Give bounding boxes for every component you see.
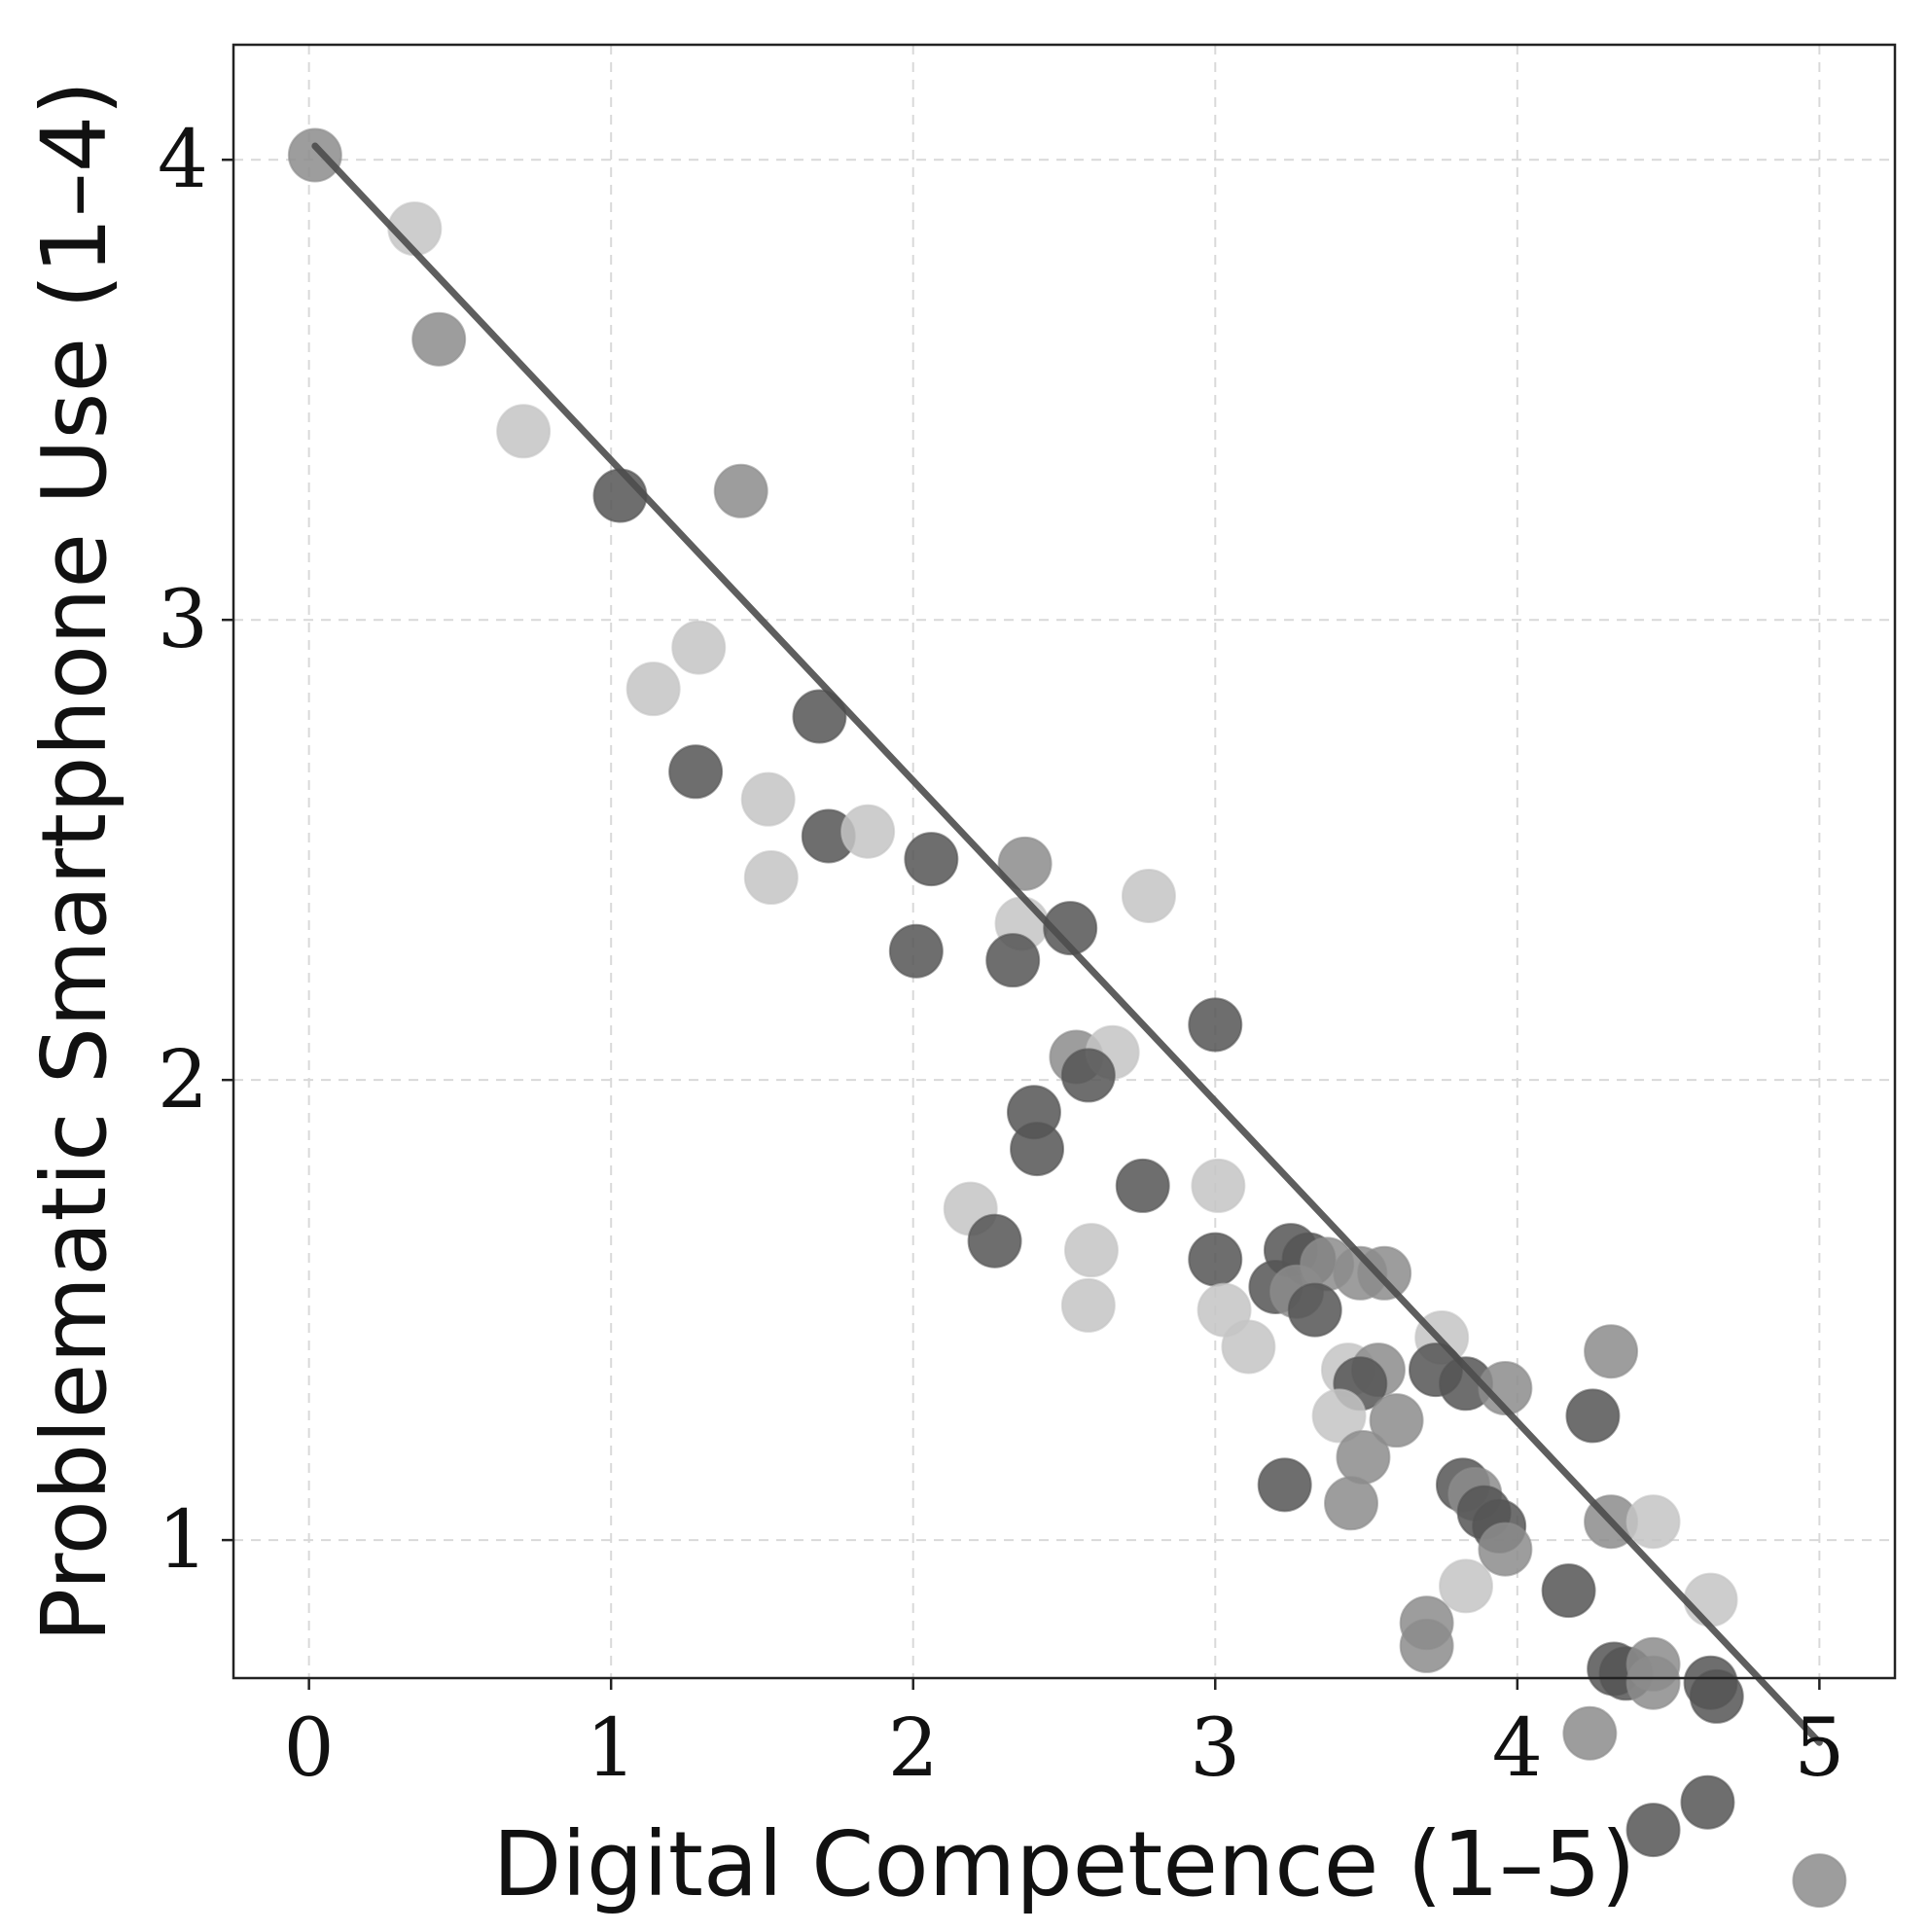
y-tick-label: 2	[158, 1034, 208, 1127]
x-axis-label: Digital Competence (1–5)	[492, 1812, 1635, 1916]
scatter-point	[985, 933, 1041, 988]
scatter-point	[997, 836, 1053, 891]
scatter-point	[1311, 1388, 1367, 1444]
gridlines	[233, 45, 1895, 1678]
scatter-point	[743, 850, 799, 906]
scatter-point	[1562, 1705, 1618, 1761]
scatter-point	[1188, 997, 1243, 1053]
scatter-point	[1287, 1282, 1342, 1338]
scatter-point	[1689, 1668, 1744, 1724]
scatter-point	[625, 662, 681, 717]
trend-line-group	[311, 142, 1823, 1746]
scatter-point	[888, 923, 944, 979]
scatter-point	[1115, 1158, 1170, 1213]
x-tick-label: 2	[888, 1702, 939, 1795]
scatter-point	[1121, 868, 1176, 923]
scatter-point	[1188, 1232, 1243, 1287]
scatter-point	[1541, 1563, 1596, 1619]
data-points	[287, 127, 1847, 1909]
x-tick-label: 1	[586, 1702, 636, 1795]
scatter-point	[592, 468, 648, 523]
scatter-point	[1010, 1122, 1065, 1177]
x-tick-label: 4	[1492, 1702, 1543, 1795]
scatter-point	[713, 463, 768, 519]
scatter-point	[668, 744, 724, 800]
scatter-point	[1357, 1245, 1412, 1301]
x-tick-label: 3	[1190, 1702, 1240, 1795]
scatter-point	[1399, 1618, 1454, 1673]
scatter-point	[1478, 1361, 1533, 1416]
scatter-point	[1683, 1572, 1738, 1628]
y-tick-label: 3	[158, 574, 208, 666]
scatter-point	[1191, 1158, 1246, 1213]
scatter-point	[1043, 901, 1098, 956]
scatter-point	[904, 832, 959, 887]
scatter-point	[411, 311, 467, 367]
trend-line	[311, 142, 1823, 1746]
scatter-point	[1584, 1324, 1639, 1379]
scatter-point	[496, 404, 552, 459]
scatter-point	[1439, 1558, 1494, 1614]
scatter-point	[1336, 1429, 1391, 1485]
plot-frame	[232, 43, 1897, 1680]
axis-ticks: 0 1 2 3 4 5 1 2 3 4	[158, 114, 1845, 1795]
y-tick-label: 1	[158, 1494, 208, 1587]
scatter-point	[1625, 1803, 1681, 1858]
scatter-point	[1060, 1277, 1116, 1333]
scatter-point	[1792, 1853, 1847, 1909]
scatter-point	[671, 620, 727, 675]
x-tick-label: 5	[1794, 1702, 1844, 1795]
scatter-point	[840, 804, 896, 859]
scatter-point	[1478, 1521, 1533, 1577]
scatter-point	[1063, 1223, 1119, 1278]
y-tick-label: 4	[158, 114, 208, 206]
scatter-point	[1625, 1655, 1681, 1710]
scatter-point	[967, 1213, 1022, 1269]
y-axis-label: Problematic Smartphone Use (1–4)	[22, 81, 126, 1642]
scatter-point	[1060, 1048, 1116, 1103]
x-tick-label: 0	[284, 1702, 335, 1795]
scatter-point	[1680, 1774, 1735, 1830]
scatter-point	[1257, 1457, 1312, 1513]
scatter-point	[740, 771, 796, 827]
scatter-point	[287, 127, 342, 183]
scatter-point	[792, 689, 847, 744]
scatter-point	[1221, 1319, 1276, 1375]
scatter-point	[1324, 1476, 1379, 1531]
scatter-point	[1625, 1494, 1681, 1550]
scatter-point	[1565, 1388, 1621, 1444]
scatter-point	[1369, 1393, 1424, 1449]
